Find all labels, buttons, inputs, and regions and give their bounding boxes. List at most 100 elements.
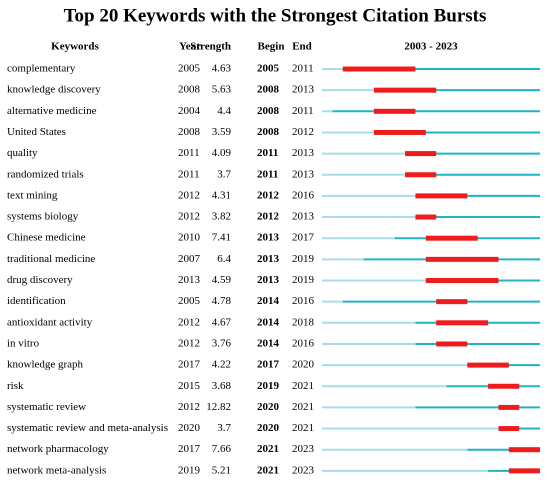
end-cell: 2018 [292,316,315,328]
keyword-cell: systems biology [7,211,79,223]
end-cell: 2011 [292,105,314,117]
keyword-cell: antioxidant activity [7,316,93,328]
keyword-cell: quality [7,147,38,159]
burst-bar [405,172,437,178]
begin-cell: 2012 [257,211,280,223]
burst-bar [415,214,437,220]
keyword-cell: network pharmacology [7,443,109,455]
year-cell: 2015 [178,380,201,392]
keyword-cell: text mining [7,189,58,201]
begin-cell: 2017 [257,359,280,371]
strength-cell: 6.4 [217,253,231,265]
begin-cell: 2014 [257,295,280,307]
begin-cell: 2013 [257,274,280,286]
end-cell: 2021 [292,422,314,434]
keyword-cell: randomized trials [7,168,84,180]
strength-cell: 3.76 [212,337,232,349]
year-cell: 2007 [178,253,201,265]
year-cell: 2005 [178,63,201,75]
year-cell: 2012 [178,189,200,201]
year-cell: 2012 [178,316,200,328]
keyword-cell: knowledge discovery [7,84,101,96]
strength-cell: 3.7 [217,168,231,180]
strength-cell: 7.66 [212,443,232,455]
strength-cell: 4.59 [212,274,232,286]
strength-cell: 4.09 [212,147,232,159]
strength-cell: 4.67 [212,316,232,328]
end-cell: 2013 [292,84,315,96]
keyword-cell: complementary [7,63,76,75]
end-cell: 2016 [292,189,315,201]
column-header: Begin [258,41,285,53]
begin-cell: 2014 [257,316,280,328]
burst-bar [405,151,437,157]
strength-cell: 5.21 [212,464,231,476]
burst-bar [425,235,478,241]
year-cell: 2017 [178,359,201,371]
burst-bar [425,256,499,262]
burst-bar [436,299,468,305]
strength-cell: 4.4 [217,105,231,117]
begin-cell: 2008 [257,84,280,96]
keyword-cell: systematic review [7,401,86,413]
keyword-cell: risk [7,380,24,392]
end-cell: 2020 [292,359,315,371]
end-cell: 2023 [292,464,315,476]
begin-cell: 2013 [257,232,280,244]
burst-bar [373,129,426,135]
year-cell: 2008 [178,84,201,96]
burst-bar [498,404,520,410]
begin-cell: 2011 [257,168,278,180]
year-cell: 2013 [178,274,201,286]
keyword-cell: United States [7,126,66,138]
keyword-cell: in vitro [7,337,40,349]
year-cell: 2020 [178,422,201,434]
begin-cell: 2008 [257,105,280,117]
burst-bar [436,341,468,347]
burst-bar [342,66,416,72]
begin-cell: 2019 [257,380,280,392]
end-cell: 2013 [292,168,315,180]
column-header: Year [179,41,201,53]
year-cell: 2011 [178,168,200,180]
end-cell: 2011 [292,63,314,75]
burst-bar [508,447,540,453]
year-cell: 2012 [178,337,200,349]
end-cell: 2019 [292,253,315,265]
end-cell: 2016 [292,295,315,307]
year-cell: 2004 [178,105,201,117]
keyword-cell: traditional medicine [7,253,95,265]
year-cell: 2008 [178,126,201,138]
end-cell: 2012 [292,126,314,138]
end-cell: 2013 [292,147,315,159]
keyword-cell: alternative medicine [7,105,97,117]
strength-cell: 3.82 [212,211,231,223]
strength-cell: 5.63 [212,84,232,96]
strength-cell: 4.63 [212,63,232,75]
year-cell: 2019 [178,464,201,476]
begin-cell: 2020 [257,422,280,434]
begin-cell: 2008 [257,126,280,138]
end-cell: 2021 [292,401,314,413]
column-header: Strength [190,41,231,53]
strength-cell: 7.41 [212,232,231,244]
end-cell: 2013 [292,211,315,223]
burst-bar [436,320,489,326]
end-cell: 2017 [292,232,315,244]
keyword-cell: systematic review and meta-analysis [7,422,168,434]
burst-bar [415,193,468,199]
burst-bar [508,468,540,474]
strength-cell: 4.22 [212,359,231,371]
begin-cell: 2011 [257,147,278,159]
begin-cell: 2021 [257,443,279,455]
strength-cell: 3.68 [212,380,232,392]
begin-cell: 2020 [257,401,280,413]
year-cell: 2011 [178,147,200,159]
column-header: End [292,41,312,53]
strength-cell: 12.82 [206,401,231,413]
keyword-cell: Chinese medicine [7,232,86,244]
strength-cell: 4.78 [212,295,232,307]
strength-cell: 4.31 [212,189,231,201]
end-cell: 2023 [292,443,315,455]
